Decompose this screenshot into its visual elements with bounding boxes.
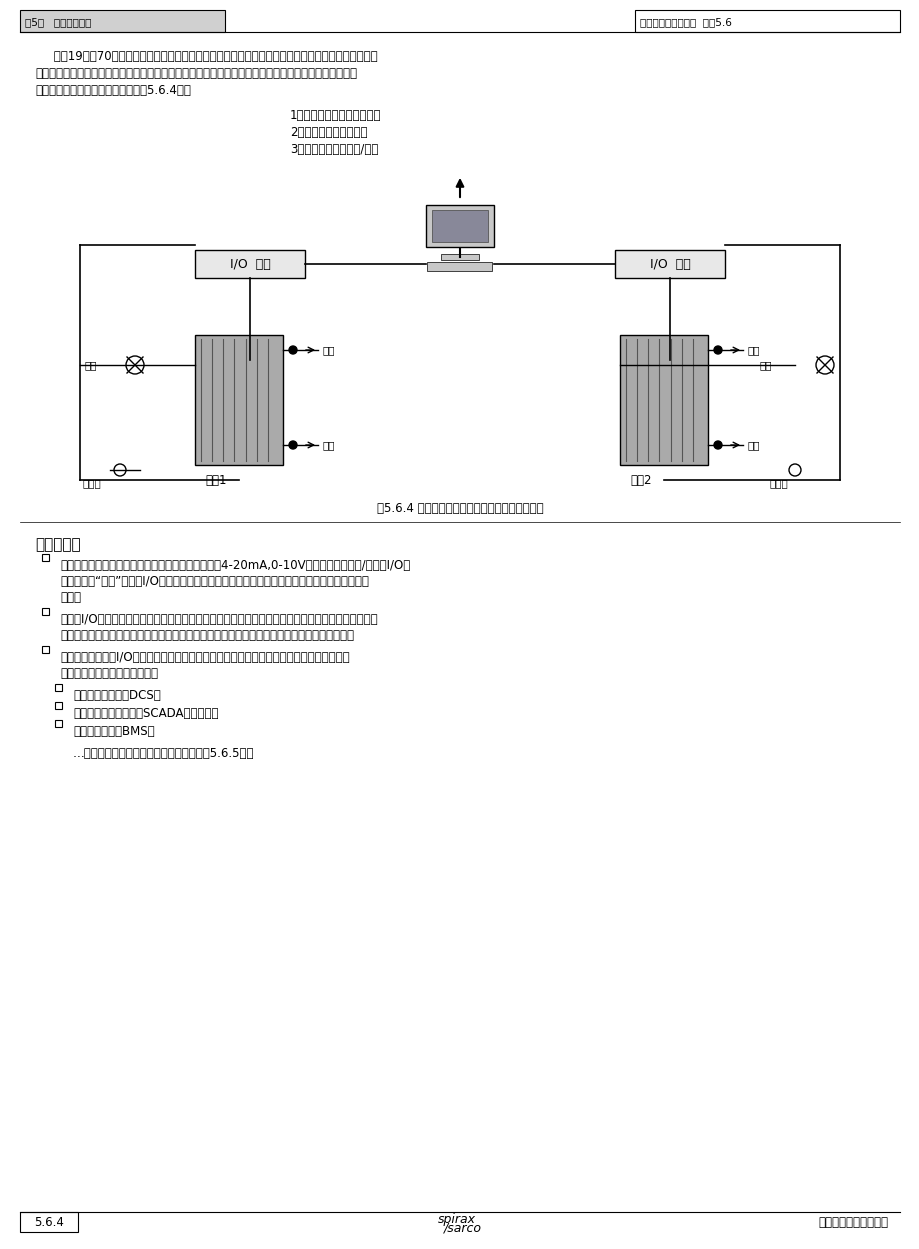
Text: 冷凝水: 冷凝水 <box>83 478 102 488</box>
Text: 图5.6.4 一个中央计算机集中处理数据和控制设备: 图5.6.4 一个中央计算机集中处理数据和控制设备 <box>376 502 543 515</box>
Text: 蒸汽: 蒸汽 <box>85 360 97 370</box>
Text: 的好。: 的好。 <box>60 591 81 605</box>
Bar <box>195 250 305 279</box>
Circle shape <box>713 441 721 448</box>
Text: 会有一个事件记录仪以便回顾（见图5.6.4）。: 会有一个事件记录仪以便回顾（见图5.6.4）。 <box>35 84 190 97</box>
Bar <box>432 210 487 242</box>
Text: 2．至控制阀的信号输出: 2．至控制阀的信号输出 <box>289 126 367 139</box>
Text: 1．搜集来自各个感应器信息: 1．搜集来自各个感应器信息 <box>289 109 381 122</box>
Text: 控制监督和数据采集（SCADA）系统，和: 控制监督和数据采集（SCADA）系统，和 <box>73 707 219 719</box>
Bar <box>55 684 62 691</box>
Text: 控制系统中的计算机  章节5.6: 控制系统中的计算机 章节5.6 <box>640 17 732 27</box>
Circle shape <box>289 441 297 448</box>
Text: 5.6.4: 5.6.4 <box>34 1217 63 1229</box>
Text: 楼宇管理系统（BMS）: 楼宇管理系统（BMS） <box>73 724 154 738</box>
Text: 制程2: 制程2 <box>630 473 651 487</box>
Text: 重要提示：: 重要提示： <box>35 537 81 552</box>
Bar <box>440 254 479 260</box>
Text: 制程1: 制程1 <box>205 473 226 487</box>
Bar <box>55 719 62 727</box>
Bar <box>20 1212 78 1232</box>
Text: 进水: 进水 <box>747 440 760 450</box>
Text: 随着技术的发展，I/O设备撤出了工厂，连向控制室的线路的数量减少了，但是依然很重要。: 随着技术的发展，I/O设备撤出了工厂，连向控制室的线路的数量减少了，但是依然很重… <box>60 651 349 664</box>
Text: spirax: spirax <box>437 1214 475 1227</box>
Bar <box>427 262 492 271</box>
Text: 3．数据记录仪和显示/打印: 3．数据记录仪和显示/打印 <box>289 142 378 156</box>
Circle shape <box>289 346 297 353</box>
Text: 第5章   基础控制理论: 第5章 基础控制理论 <box>25 17 91 27</box>
Text: 一台个人计算机不能接受来自控制设备的原始信号（4-20mA,0-10V），需要一台输出/输入（I/O）: 一台个人计算机不能接受来自控制设备的原始信号（4-20mA,0-10V），需要一… <box>60 560 410 572</box>
Text: 进水: 进水 <box>323 440 335 450</box>
Text: …所有这些在今天都已经被大量使用（见图5.6.5）。: …所有这些在今天都已经被大量使用（见图5.6.5）。 <box>73 747 255 759</box>
Text: 设备来进行“翻译”。每个I/O的供货商都有一种独特的方法来实现，因此系统的兼容性没有想像中: 设备来进行“翻译”。每个I/O的供货商都有一种独特的方法来实现，因此系统的兼容性… <box>60 575 369 588</box>
Bar <box>20 10 225 32</box>
Bar <box>42 646 49 653</box>
Text: 蒸汽: 蒸汽 <box>759 360 772 370</box>
Text: 蒸汽和冷凝水系统手册: 蒸汽和冷凝水系统手册 <box>817 1217 887 1229</box>
Text: 味在一个大型的工厂，线路的安装和管理是一件很重要的事情，包括其物理体积和相应的成本。: 味在一个大型的工厂，线路的安装和管理是一件很重要的事情，包括其物理体积和相应的成… <box>60 629 354 642</box>
Text: 机处理单元，接受来自感应器的输入，进行数学程序计算，给不同的相关控制设备提供输出信号。它们也: 机处理单元，接受来自感应器的输入，进行数学程序计算，给不同的相关控制设备提供输出… <box>35 67 357 80</box>
Text: I/O  模块: I/O 模块 <box>649 257 689 271</box>
Bar <box>634 10 899 32</box>
Text: 最初，I/O设备在工厂的主控制室。每个单独的设备通过其各自独立的信号线连接到主控制室。这就意: 最初，I/O设备在工厂的主控制室。每个单独的设备通过其各自独立的信号线连接到主控… <box>60 613 377 626</box>
Text: 早在19世纪70年代中期，很多知名仪表公司开始开发数字控制系统市场。这些系统使用一个中央计算: 早在19世纪70年代中期，很多知名仪表公司开始开发数字控制系统市场。这些系统使用… <box>35 50 377 62</box>
Circle shape <box>713 346 721 353</box>
Bar <box>195 335 283 465</box>
Bar <box>55 702 62 709</box>
Bar <box>42 608 49 615</box>
Text: /sarco: /sarco <box>444 1222 482 1234</box>
Text: 出水: 出水 <box>323 345 335 355</box>
Bar <box>42 555 49 561</box>
Text: 冷凝水: 冷凝水 <box>769 478 788 488</box>
Bar <box>619 335 708 465</box>
Text: 数字控制系统带来的发展包括：: 数字控制系统带来的发展包括： <box>60 667 158 679</box>
Text: 分散式控制系统（DCS）: 分散式控制系统（DCS） <box>73 689 161 702</box>
Text: 出水: 出水 <box>747 345 760 355</box>
Text: I/O  模块: I/O 模块 <box>230 257 270 271</box>
Bar <box>614 250 724 279</box>
Bar <box>425 205 494 247</box>
